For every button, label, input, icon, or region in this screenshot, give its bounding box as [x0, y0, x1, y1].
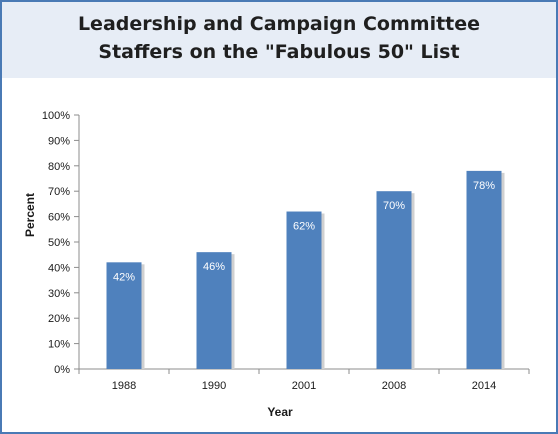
x-axis-title: Year [267, 405, 293, 419]
bar-data-label: 78% [473, 180, 495, 192]
y-tick-label: 30% [48, 288, 70, 300]
chart-title-line-1: Leadership and Campaign Committee [77, 13, 481, 35]
x-tick-label: 2014 [472, 380, 496, 392]
y-tick-label: 70% [48, 186, 70, 198]
bar [196, 252, 232, 369]
bar [286, 211, 322, 369]
bar [376, 191, 412, 369]
bar-data-label: 62% [293, 221, 315, 233]
y-tick-label: 90% [48, 135, 70, 147]
x-tick-label: 1990 [202, 380, 226, 392]
bar [466, 170, 502, 369]
x-tick-label: 2001 [292, 380, 316, 392]
y-tick-label: 0% [54, 364, 70, 376]
bar [106, 262, 142, 369]
chart-title-line-2: Staffers on the "Fabulous 50" List [98, 41, 460, 63]
y-tick-label: 10% [48, 339, 70, 351]
y-axis-title: Percent [23, 193, 37, 237]
bar-data-label: 46% [203, 261, 225, 273]
bar-data-label: 70% [383, 200, 405, 212]
y-tick-label: 100% [42, 110, 70, 122]
y-tick-label: 40% [48, 262, 70, 274]
bar-data-label: 42% [113, 271, 135, 283]
x-tick-label: 1988 [112, 380, 136, 392]
y-tick-label: 50% [48, 237, 70, 249]
y-tick-label: 20% [48, 313, 70, 325]
y-tick-label: 80% [48, 161, 70, 173]
x-tick-label: 2008 [382, 380, 406, 392]
title-band [2, 2, 556, 78]
y-tick-label: 60% [48, 212, 70, 224]
